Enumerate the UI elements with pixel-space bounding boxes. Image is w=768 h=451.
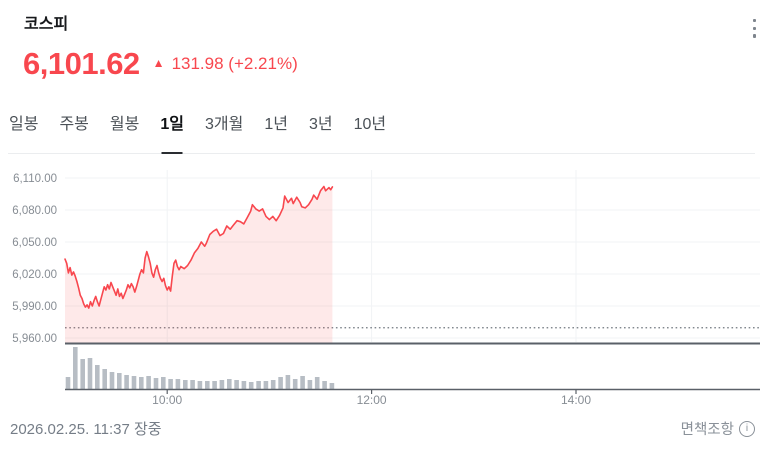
volume-bar (73, 347, 78, 389)
x-axis-label: 14:00 (561, 393, 591, 407)
current-price: 6,101.62 (23, 46, 140, 81)
volume-bar (227, 379, 232, 389)
volume-bar (212, 381, 217, 389)
tab-1day[interactable]: 1일 (159, 106, 185, 153)
volume-bar (80, 359, 85, 389)
tab-monthly-candle[interactable]: 월봉 (109, 106, 140, 153)
volume-bar (175, 379, 181, 389)
volume-bar (168, 379, 173, 389)
kebab-icon (752, 19, 756, 38)
volume-bar (65, 377, 71, 389)
volume-bar (278, 377, 283, 389)
tab-3years[interactable]: 3년 (308, 106, 334, 153)
volume-bar (109, 372, 115, 389)
volume-bar (300, 376, 305, 389)
y-axis-label: 5,990.00 (12, 301, 57, 313)
volume-bar (256, 381, 261, 389)
volume-bar (124, 375, 129, 389)
x-axis-label: 10:00 (152, 393, 182, 407)
volume-bar (234, 380, 239, 389)
info-icon: i (739, 420, 755, 437)
y-axis-label: 5,960.00 (12, 333, 57, 345)
volume-bar (95, 365, 100, 389)
tab-3months[interactable]: 3개월 (204, 106, 244, 153)
y-axis-label: 6,020.00 (12, 269, 57, 281)
tab-weekly-candle[interactable]: 주봉 (58, 106, 89, 153)
x-axis-label: 12:00 (357, 393, 387, 407)
volume-bar (241, 381, 247, 389)
y-axis-label: 6,050.00 (12, 237, 57, 249)
tab-1year[interactable]: 1년 (263, 106, 289, 153)
up-triangle-icon: ▲ (152, 55, 165, 70)
more-menu-button[interactable] (745, 15, 764, 42)
volume-bar (183, 380, 188, 389)
volume-bar (263, 381, 269, 389)
volume-bar (190, 380, 195, 389)
volume-bar (270, 380, 276, 389)
volume-bar (197, 381, 203, 389)
volume-bar (117, 373, 122, 389)
tab-10years[interactable]: 10년 (353, 106, 388, 153)
volume-bar (292, 379, 298, 389)
volume-bar (153, 378, 159, 389)
page-title: 코스피 (24, 16, 69, 33)
y-axis-label: 6,110.00 (13, 173, 57, 185)
market-timestamp: 2026.02.25. 11:37 장중 (10, 421, 162, 438)
volume-bar (314, 377, 320, 389)
volume-bar (139, 377, 144, 389)
volume-bar (329, 383, 335, 389)
volume-bar (146, 376, 151, 389)
period-tabs: 일봉 주봉 월봉 1일 3개월 1년 3년 10년 (8, 106, 755, 154)
chart-footer: 2026.02.25. 11:37 장중 면책조항 i (10, 418, 755, 439)
price-change: 131.98 (+2.21%) (171, 53, 298, 73)
index-header: 코스피 6,101.62 ▲ 131.98 (+2.21%) (0, 0, 768, 80)
volume-bar (131, 376, 137, 389)
volume-bar (285, 375, 291, 389)
volume-bar (248, 382, 254, 389)
y-axis-label: 6,080.00 (12, 205, 57, 217)
price-line (64, 185, 334, 309)
volume-bar (87, 358, 93, 389)
volume-bar (219, 380, 225, 389)
volume-bar (102, 369, 107, 389)
price-row: 6,101.62 ▲ 131.98 (+2.21%) (23, 47, 768, 80)
disclaimer-label: 면책조항 (680, 422, 734, 438)
volume-bar (161, 377, 166, 389)
volume-bar (307, 380, 313, 389)
volume-bar (205, 381, 210, 389)
volume-bar (322, 381, 327, 389)
disclaimer-link[interactable]: 면책조항 i (681, 418, 755, 439)
tab-daily-candle[interactable]: 일봉 (8, 106, 39, 153)
price-area (65, 186, 333, 343)
